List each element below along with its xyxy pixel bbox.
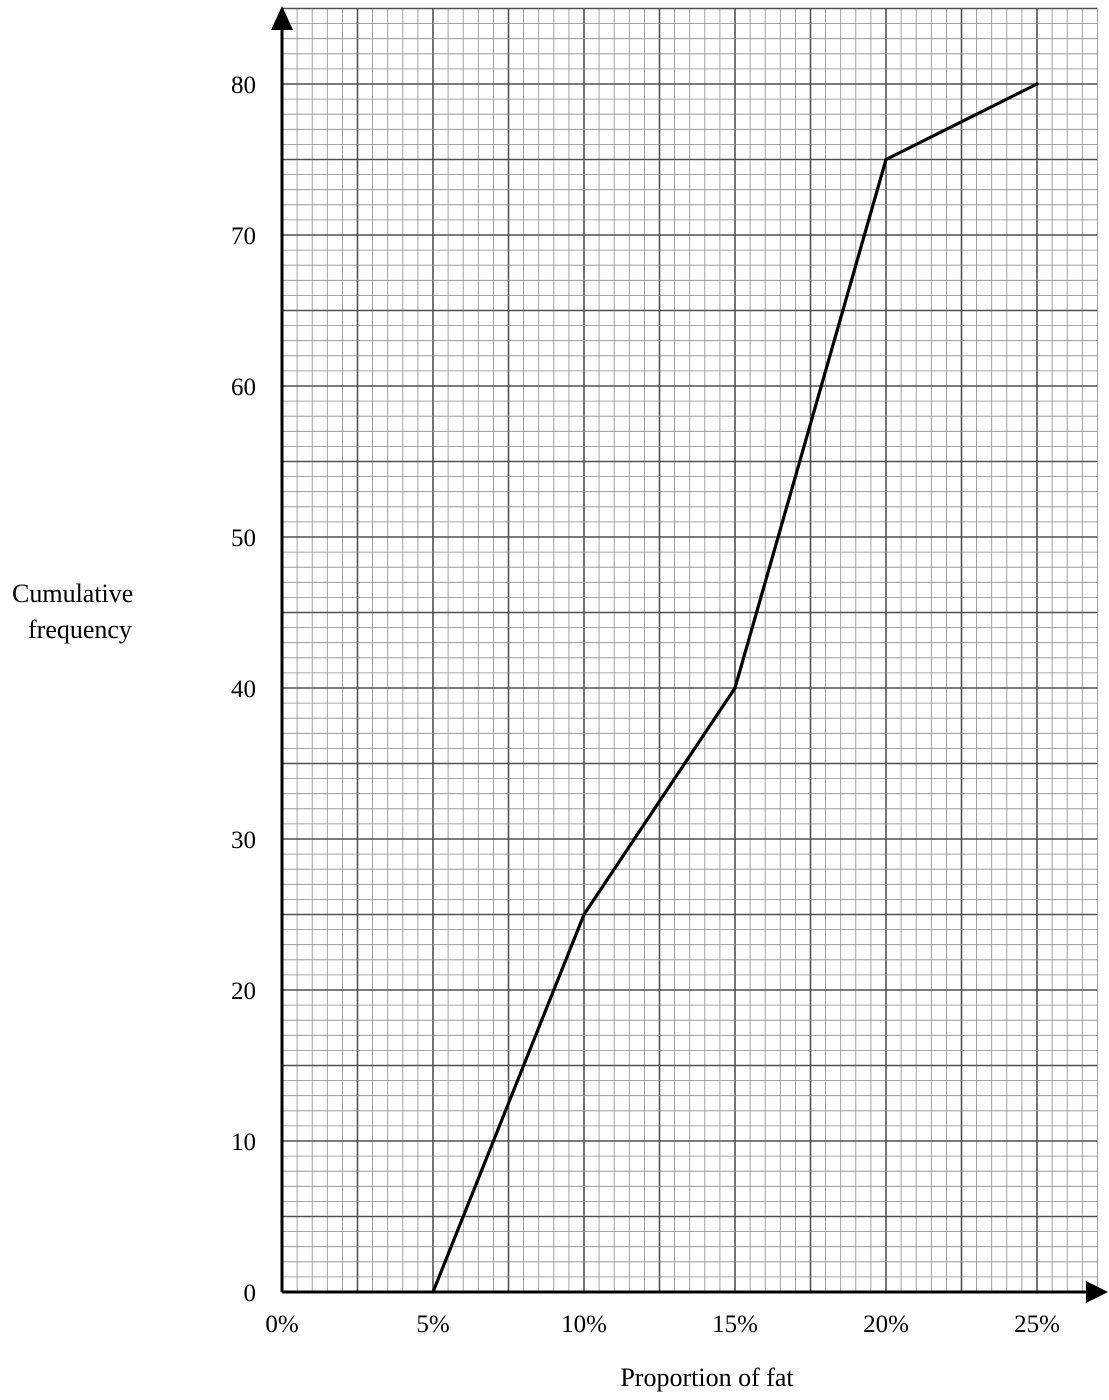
- y-tick-label: 50: [231, 525, 256, 552]
- x-tick-label: 15%: [712, 1311, 758, 1338]
- x-tick-label: 5%: [416, 1311, 449, 1338]
- data-point: [1035, 82, 1039, 86]
- y-tick-label: 30: [231, 827, 256, 854]
- y-tick-label: 0: [244, 1280, 257, 1307]
- x-tick-label: 10%: [561, 1311, 607, 1338]
- x-axis-arrow: [1086, 1281, 1108, 1303]
- x-tick-label: 20%: [863, 1311, 909, 1338]
- y-tick-label: 80: [231, 72, 256, 99]
- y-tick-label: 20: [231, 978, 256, 1005]
- data-point: [884, 157, 888, 162]
- y-axis-arrow: [271, 6, 293, 30]
- x-axis-title: Proportion of fat: [620, 1363, 794, 1392]
- y-axis-title-line2: frequency: [28, 615, 132, 644]
- grid: [282, 7, 1098, 1292]
- x-tick-label: 0%: [265, 1311, 298, 1338]
- data-point: [431, 1290, 435, 1294]
- y-tick-label: 60: [231, 374, 256, 401]
- y-axis-title-line1: Cumulative: [12, 579, 133, 608]
- y-tick-label: 10: [231, 1129, 256, 1156]
- series: [431, 82, 1039, 1294]
- data-point: [733, 686, 737, 690]
- y-tick-label: 40: [231, 676, 256, 703]
- x-tick-label: 25%: [1014, 1311, 1060, 1338]
- y-tick-label: 70: [231, 223, 256, 250]
- tick-labels: 0% 5% 10% 15% 20% 25% 0 10 20 30 40 50 60 70 80: [231, 72, 1060, 1338]
- data-point: [582, 912, 586, 917]
- axes: [271, 6, 1108, 1303]
